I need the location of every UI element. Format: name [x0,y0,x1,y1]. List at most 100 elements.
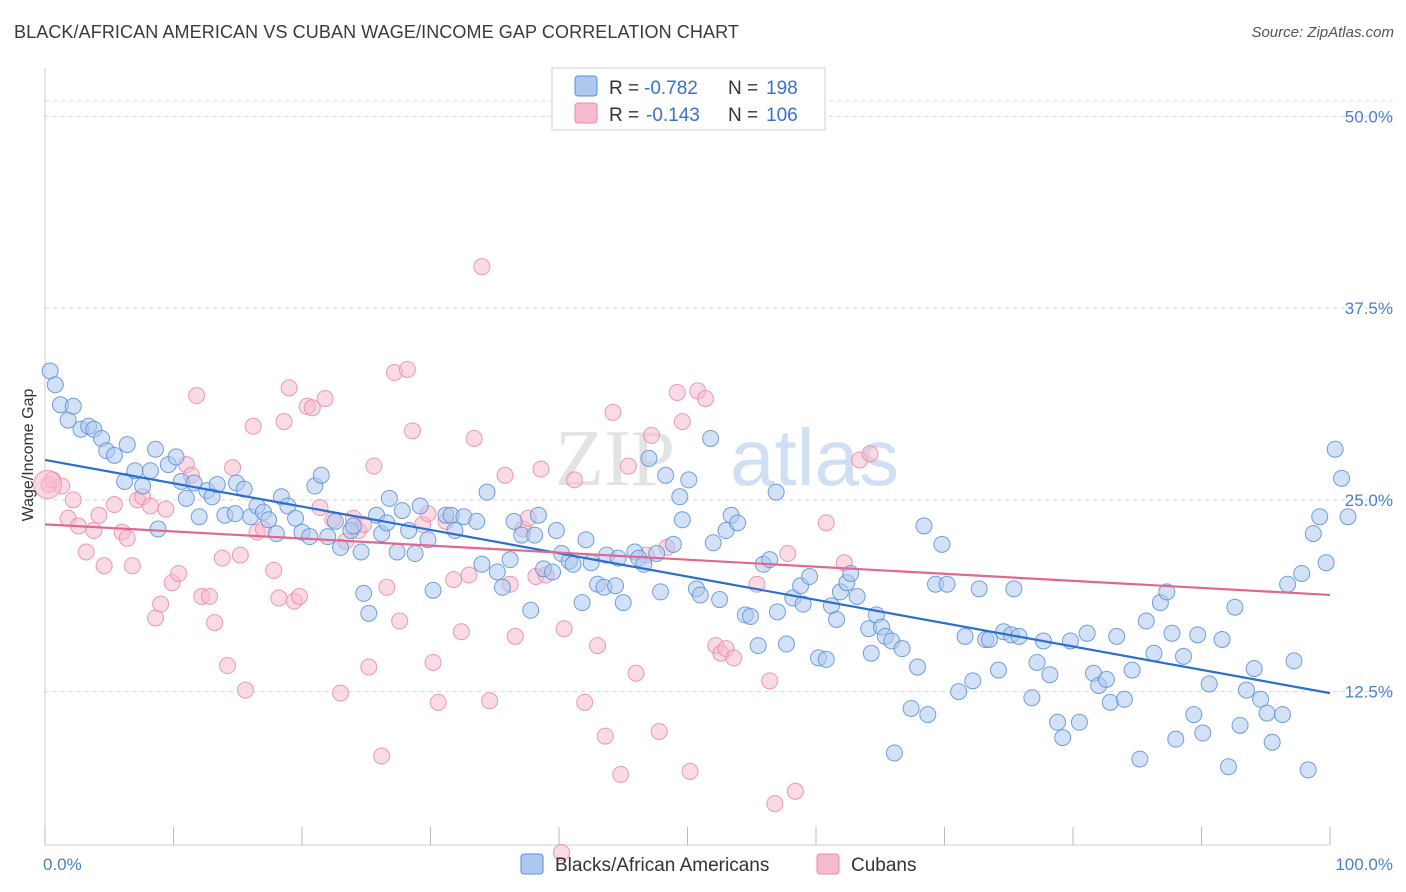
cubans-point [236,681,254,699]
blacks-point [147,440,165,458]
blacks-point [673,511,691,529]
blacks-point [1273,706,1291,724]
blacks-point [1279,575,1297,593]
cubans-trend-line [44,523,1331,597]
cubans-point [90,506,108,524]
blacks-point [711,591,729,609]
bottom-legend-swatch-cubans [816,853,840,875]
y-axis-label: Wage/Income Gap [20,389,37,522]
cubans-point [619,457,637,475]
correlation-legend: R = -0.782 N = 198 R = -0.143 N = 106 [551,67,826,131]
blacks-point [1252,690,1270,708]
blacks-point [1101,693,1119,711]
blacks-point [526,526,544,544]
blacks-point [1145,644,1163,662]
cubans-point [589,637,607,655]
cubans-point [141,497,159,515]
blacks-point [1258,704,1276,722]
cubans-point [85,522,103,540]
cubans-point [725,649,743,667]
blacks-point [640,449,658,467]
cubans-point [696,390,714,408]
blacks-point [1339,508,1357,526]
blacks-point [64,397,82,415]
cubans-point [398,360,416,378]
blacks-point [741,607,759,625]
cubans-point [213,549,231,567]
blacks-point [980,630,998,648]
cubans-point [481,692,499,710]
cubans-point [532,460,550,478]
blacks-point [680,471,698,489]
blacks-point [544,563,562,581]
blacks-point [607,577,625,595]
y-tick-label: 12.5% [1345,683,1393,702]
blacks-point [1167,730,1185,748]
cubans-point [779,545,797,563]
legend-r-label-cubans: R = [609,105,639,126]
blacks-point [312,466,330,484]
blacks-point [352,543,370,561]
blacks-point [411,497,429,515]
blacks-point [1293,564,1311,582]
legend-n-value-blacks: 198 [766,78,798,99]
axes [44,68,1331,846]
cubans-point [565,471,583,489]
blacks-point [388,543,406,561]
blacks-point [691,586,709,604]
cubans-point [452,623,470,641]
cubans-point [275,413,293,431]
blacks-point [1108,627,1126,645]
blacks-point [529,506,547,524]
cubans-point [290,587,308,605]
blacks-point [406,545,424,563]
blacks-point [493,578,511,596]
blacks-point [267,525,285,543]
blacks-point [1070,713,1088,731]
blacks-point [577,531,595,549]
legend-n-label-blacks: N = [728,78,758,99]
blacks-point [1054,729,1072,747]
blacks-point [909,658,927,676]
y-tick-label: 50.0% [1345,107,1393,126]
cubans-point [365,457,383,475]
blacks-point [501,551,519,569]
cubans-point [231,546,249,564]
blacks-point [801,568,819,586]
cubans-point [332,684,350,702]
blacks-point [177,489,195,507]
legend-r-label-blacks: R = [609,78,639,99]
blacks-point [970,580,988,598]
cubans-point [861,445,879,463]
cubans-point [391,612,409,630]
cubans-point [157,500,175,518]
blacks-point [1226,598,1244,616]
blacks-point [964,672,982,690]
cubans-point [123,557,141,575]
bottom-legend-label-blacks: Blacks/African Americans [555,855,769,876]
y-tick-labels: 12.5% 25.0% 37.5% 50.0% [1345,107,1393,701]
blacks-point [671,488,689,506]
blacks-point [1137,612,1155,630]
blacks-point [652,583,670,601]
bottom-legend-label-cubans: Cubans [851,855,917,876]
blacks-point [919,706,937,724]
blacks-point [702,429,720,447]
blacks-point [956,627,974,645]
cubans-point [761,672,779,690]
blacks-point [1213,630,1231,648]
blacks-point [767,483,785,501]
blacks-point [424,581,442,599]
blacks-point [564,555,582,573]
blacks-point [1263,733,1281,751]
blacks-point [614,594,632,612]
bottom-legend-swatch-blacks [520,853,544,875]
blacks-point [1185,706,1203,724]
blacks-point [260,511,278,529]
blacks-point [657,466,675,484]
cubans-point [445,571,463,589]
cubans-point [460,566,478,584]
blacks-point [393,502,411,520]
blacks-point [1175,647,1193,665]
